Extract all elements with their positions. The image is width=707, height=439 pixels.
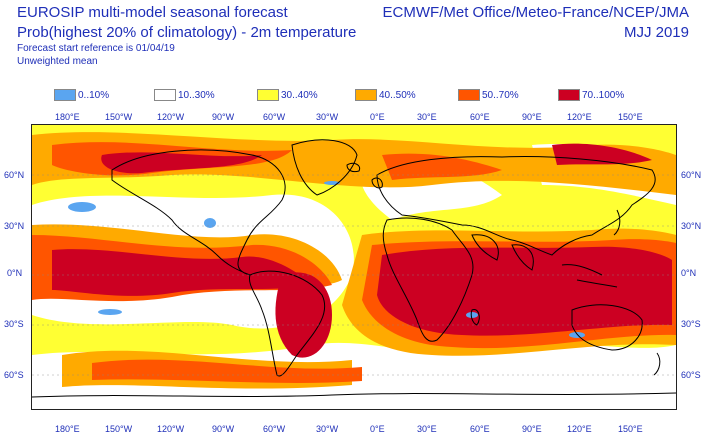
legend: 0..10% 10..30% 30..40% 40..50% 50..70% 7…: [0, 88, 707, 104]
lon-tick-bottom: 30°W: [316, 424, 339, 434]
legend-item: 0..10%: [54, 88, 109, 102]
map-title: EUROSIP multi-model seasonal forecast: [17, 4, 288, 21]
lat-tick-left: 60°S: [4, 370, 24, 380]
lon-tick-top: 90°W: [212, 112, 235, 122]
forecast-reference: Forecast start reference is 01/04/19: [17, 43, 175, 54]
weighting-note: Unweighted mean: [17, 56, 98, 67]
legend-swatch-70-100: [558, 89, 580, 101]
legend-label: 30..40%: [281, 89, 318, 101]
lon-tick-bottom: 90°W: [212, 424, 235, 434]
lon-tick-top: 60°E: [470, 112, 490, 122]
lon-tick-top: 120°E: [567, 112, 592, 122]
lon-tick-top: 90°E: [522, 112, 542, 122]
lon-tick-bottom: 60°E: [470, 424, 490, 434]
legend-swatch-30-40: [257, 89, 279, 101]
legend-item: 30..40%: [257, 88, 318, 102]
legend-swatch-50-70: [458, 89, 480, 101]
sources-label: ECMWF/Met Office/Meteo-France/NCEP/JMA: [382, 4, 689, 21]
lon-tick-top: 30°E: [417, 112, 437, 122]
map-subtitle: Prob(highest 20% of climatology) - 2m te…: [17, 24, 357, 41]
lon-tick-top: 0°E: [370, 112, 385, 122]
lat-tick-right: 60°N: [681, 170, 702, 180]
lon-tick-bottom: 30°E: [417, 424, 437, 434]
legend-item: 40..50%: [355, 88, 416, 102]
legend-label: 50..70%: [482, 89, 519, 101]
lon-tick-bottom: 60°W: [263, 424, 286, 434]
lon-tick-top: 150°E: [618, 112, 643, 122]
legend-label: 10..30%: [178, 89, 215, 101]
map-canvas: [32, 125, 676, 409]
lat-tick-right: 30°N: [681, 221, 702, 231]
lon-tick-bottom: 90°E: [522, 424, 542, 434]
graticule: [32, 174, 676, 376]
lon-tick-top: 150°W: [105, 112, 133, 122]
lon-tick-top: 120°W: [157, 112, 185, 122]
lon-tick-top: 180°E: [55, 112, 80, 122]
lon-tick-bottom: 150°W: [105, 424, 133, 434]
lon-tick-bottom: 120°W: [157, 424, 185, 434]
legend-swatch-40-50: [355, 89, 377, 101]
lon-tick-bottom: 150°E: [618, 424, 643, 434]
legend-label: 0..10%: [78, 89, 110, 101]
lon-tick-top: 60°W: [263, 112, 286, 122]
period-label: MJJ 2019: [623, 24, 689, 41]
lat-tick-left: 30°S: [4, 319, 24, 329]
lon-tick-bottom: 0°E: [370, 424, 385, 434]
legend-item: 70..100%: [558, 88, 624, 102]
legend-label: 70..100%: [582, 89, 625, 101]
lon-tick-bottom: 120°E: [567, 424, 592, 434]
lat-tick-right: 0°N: [681, 268, 697, 278]
legend-label: 40..50%: [379, 89, 416, 101]
lat-tick-left: 60°N: [4, 170, 25, 180]
lat-tick-left: 0°N: [7, 268, 23, 278]
coastlines: [32, 139, 676, 398]
lon-tick-bottom: 180°E: [55, 424, 80, 434]
lat-tick-right: 30°S: [681, 319, 701, 329]
legend-swatch-0-10: [54, 89, 76, 101]
legend-swatch-10-30: [154, 89, 176, 101]
probability-map: [31, 124, 677, 410]
legend-item: 50..70%: [458, 88, 519, 102]
region-0-10: [68, 181, 585, 338]
lat-tick-left: 30°N: [4, 221, 25, 231]
lat-tick-right: 60°S: [681, 370, 701, 380]
lon-tick-top: 30°W: [316, 112, 339, 122]
legend-item: 10..30%: [154, 88, 215, 102]
